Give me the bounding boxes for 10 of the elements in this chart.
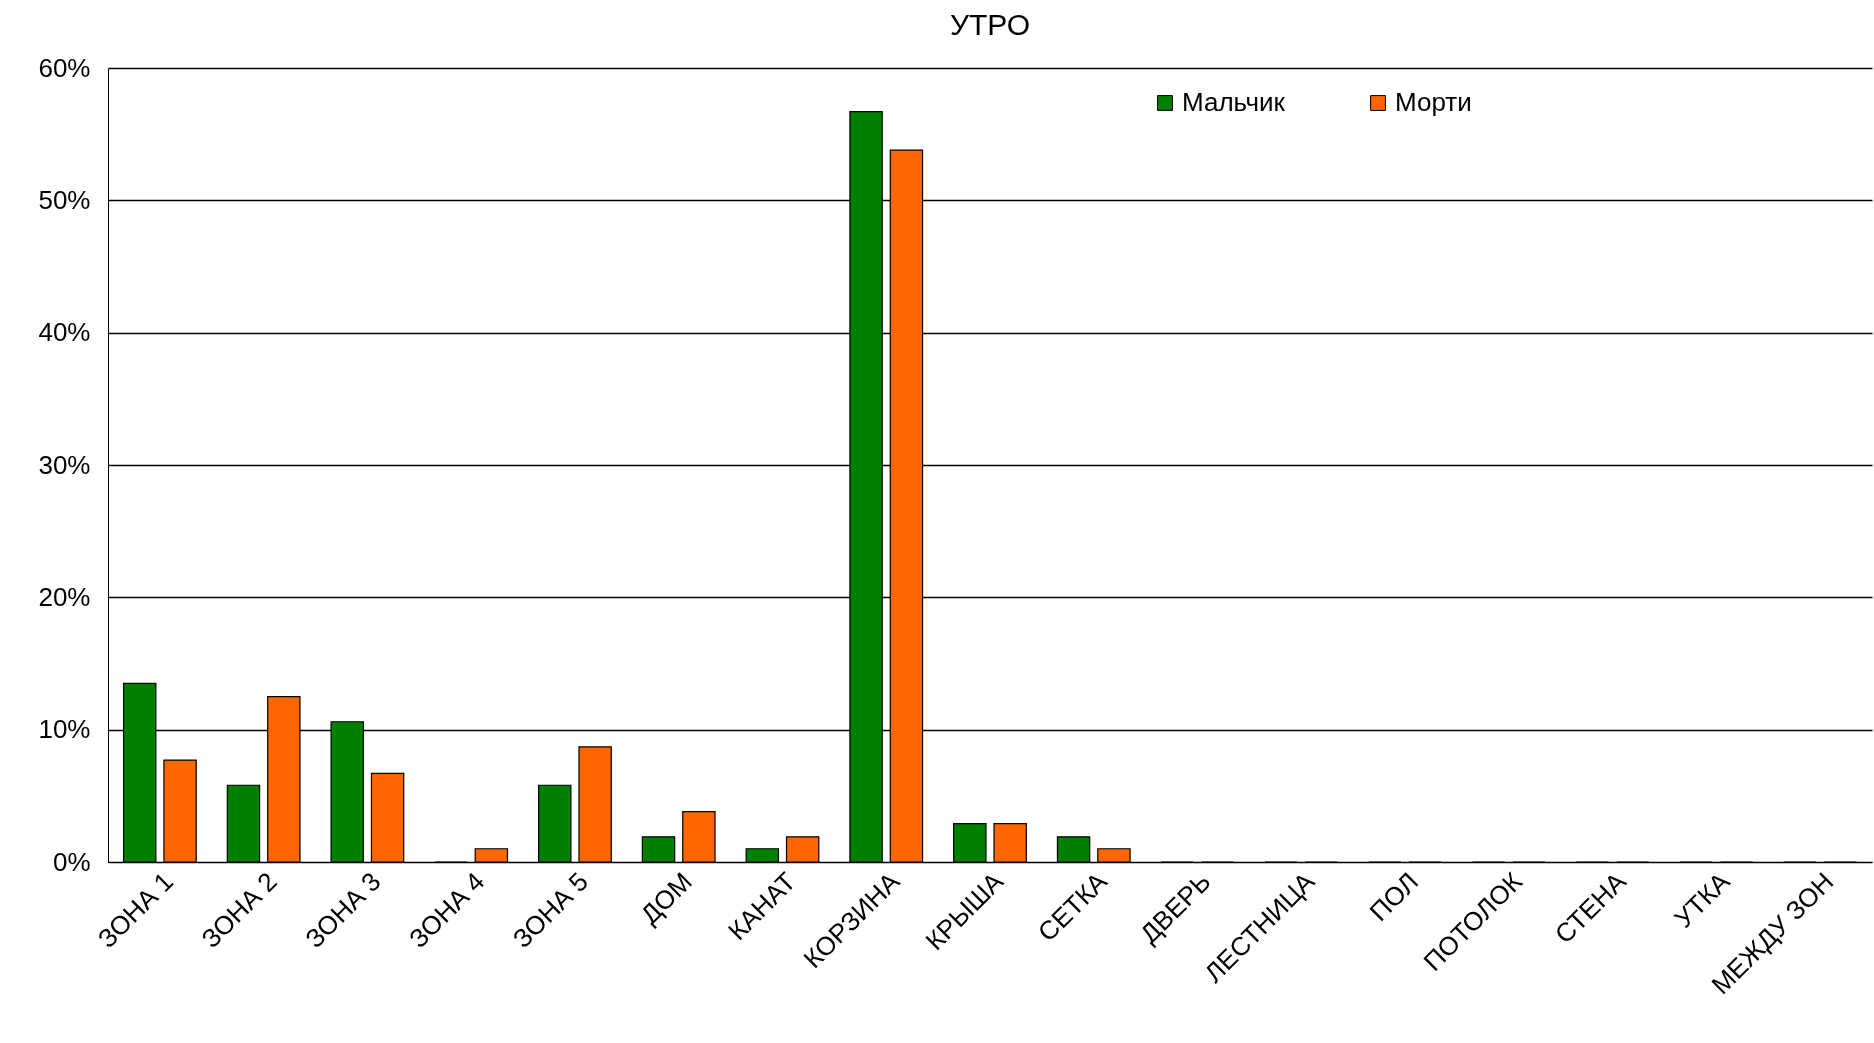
y-tick-label: 20% — [38, 581, 91, 612]
chart-title: УТРО — [949, 8, 1031, 41]
y-tick-label: 60% — [38, 52, 91, 83]
y-tick-label: 40% — [38, 317, 91, 348]
y-tick-label: 10% — [38, 714, 91, 745]
y-tick-label: 30% — [38, 449, 91, 480]
legend-label: Морти — [1395, 87, 1472, 117]
legend-label: Мальчик — [1182, 87, 1286, 117]
y-tick-label: 0% — [52, 846, 91, 877]
y-tick-label: 50% — [38, 184, 91, 215]
